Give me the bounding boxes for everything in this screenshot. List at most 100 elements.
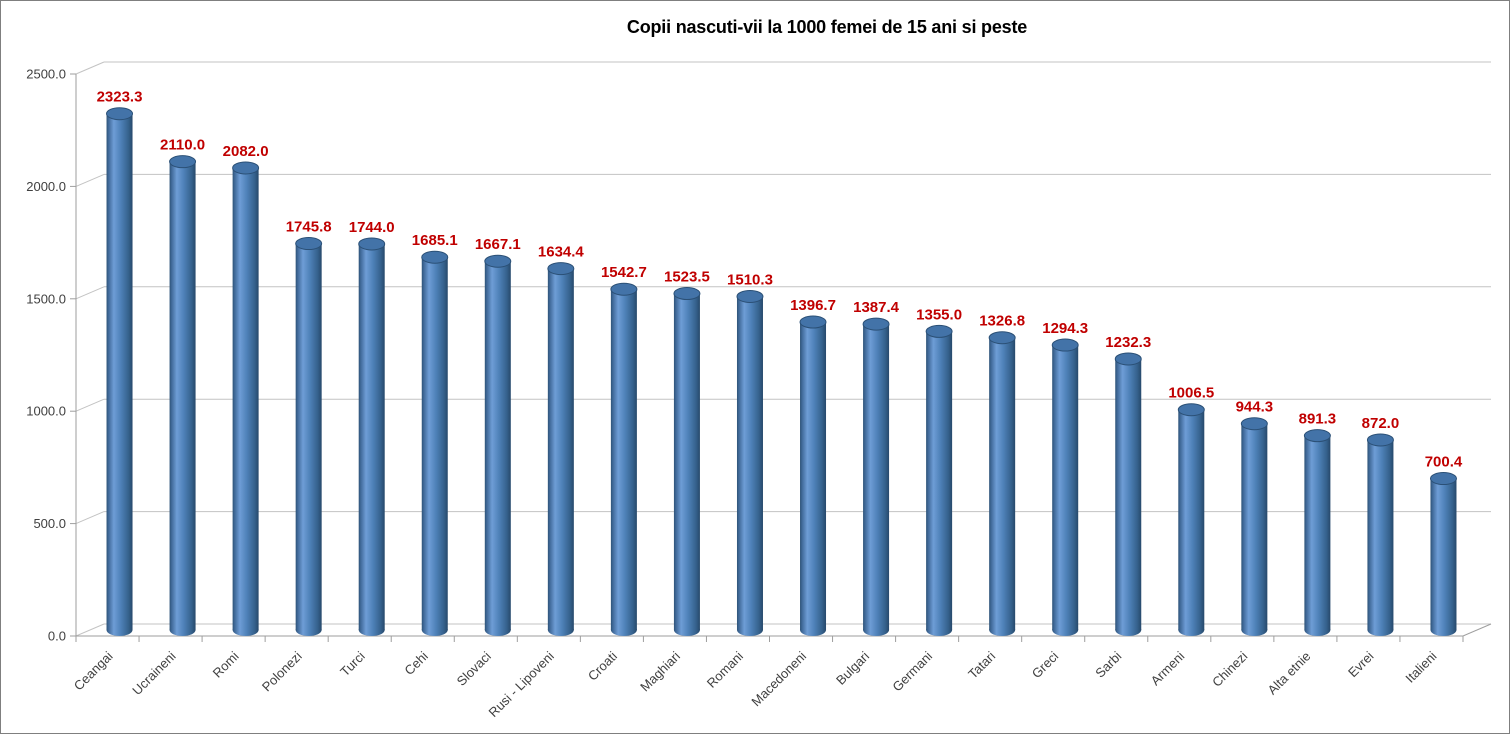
bar-top-ellipse: [610, 282, 638, 296]
cylinder-bar: [295, 237, 323, 636]
bar-body: [421, 257, 448, 630]
bar-top-ellipse: [1177, 403, 1205, 417]
gridline-slant: [75, 511, 105, 525]
value-label: 700.4: [1425, 454, 1463, 471]
category-label: Armeni: [1148, 648, 1188, 688]
cylinder-bar: [484, 254, 512, 636]
y-axis: 0.0 500.0 1000.0 1500.0 2000.0 2500.0: [26, 67, 76, 644]
bar-body: [1304, 435, 1331, 630]
y-axis-label: 1500.0: [26, 291, 66, 306]
value-label: 1326.8: [979, 313, 1025, 330]
cylinder-bar: [169, 155, 197, 636]
bar-top-ellipse: [358, 237, 386, 251]
category-label: Polonezi: [259, 648, 305, 694]
bar-top-ellipse: [484, 254, 512, 268]
bar-top-ellipse: [547, 262, 575, 276]
category-label: Tatari: [965, 648, 998, 681]
value-label: 1387.4: [853, 299, 900, 316]
value-label: 1745.8: [286, 219, 332, 236]
bar-top-ellipse: [736, 289, 764, 303]
category-labels: Ceangai Ucraineni Romi Polonezi Turci Cehi Slo…: [71, 648, 1440, 719]
bar-body: [1115, 358, 1142, 630]
bar-body: [1241, 423, 1268, 630]
cylinder-bar: [232, 161, 260, 636]
category-label: Chinezi: [1209, 648, 1250, 689]
cylinder-bar: [421, 250, 449, 636]
bar-body: [1430, 478, 1457, 630]
bar-body: [358, 243, 385, 631]
category-label: Ceangai: [71, 648, 116, 693]
gridlines: [75, 61, 1491, 637]
value-label: 1355.0: [916, 306, 962, 323]
category-label: Italieni: [1402, 648, 1439, 685]
axes: [75, 74, 1492, 637]
cylinder-bar: [1240, 417, 1268, 636]
value-label: 1232.3: [1105, 334, 1151, 351]
bar-top-ellipse: [232, 161, 260, 175]
gridline-slant: [75, 173, 105, 187]
y-axis-label: 2000.0: [26, 179, 66, 194]
bar-body: [106, 113, 133, 630]
y-axis-label: 2500.0: [26, 67, 66, 82]
y-axis-label: 0.0: [48, 629, 66, 644]
category-label: Bulgari: [833, 648, 872, 687]
gridline-slant: [75, 398, 105, 412]
bar-body: [169, 161, 196, 630]
cylinder-bar: [1177, 403, 1205, 636]
cylinder-bar: [988, 331, 1016, 636]
bar-top-ellipse: [673, 287, 701, 301]
cylinder-bar: [1051, 338, 1079, 636]
cylinder-bar: [547, 262, 575, 636]
cylinder-bar: [862, 317, 890, 636]
bar-top-ellipse: [1114, 352, 1142, 366]
bar-body: [232, 167, 259, 630]
value-label: 2110.0: [160, 137, 205, 154]
category-label: Rusi - Lipoveni: [486, 648, 557, 719]
value-label: 1634.4: [538, 244, 585, 261]
value-label: 1510.3: [727, 271, 773, 288]
bar-body: [1367, 439, 1394, 630]
bar-top-ellipse: [421, 250, 449, 264]
cylinder-bar: [106, 107, 134, 636]
category-label: Germani: [889, 648, 935, 694]
cylinder-bar: [673, 287, 701, 636]
bar-top-ellipse: [1240, 417, 1268, 431]
value-label: 1294.3: [1042, 320, 1088, 337]
cylinder-bar: [358, 237, 386, 636]
bar-top-ellipse: [925, 324, 953, 338]
value-label: 2323.3: [97, 89, 143, 106]
y-axis-label: 1000.0: [26, 404, 66, 419]
bar-body: [800, 322, 827, 630]
bar-body: [989, 337, 1016, 630]
bar-top-ellipse: [1429, 472, 1457, 486]
bar-top-ellipse: [106, 107, 134, 121]
gridline-slant: [75, 286, 105, 300]
bar-top-ellipse: [295, 237, 323, 251]
category-label: Alta etnie: [1265, 649, 1314, 698]
bar-top-ellipse: [1051, 338, 1079, 352]
bar-body: [295, 243, 322, 630]
category-label: Sarbi: [1092, 648, 1124, 680]
value-label: 1685.1: [412, 232, 458, 249]
value-label: 1744.0: [349, 219, 395, 236]
value-label: 1006.5: [1168, 385, 1214, 402]
value-label: 1396.7: [790, 297, 836, 314]
category-label: Macedoneni: [748, 648, 809, 709]
value-label: 1542.7: [601, 264, 647, 281]
value-label: 2082.0: [223, 143, 269, 160]
category-label: Turci: [337, 648, 368, 679]
category-label: Romani: [704, 648, 746, 690]
value-label: 1667.1: [475, 236, 521, 253]
cylinder-bar: [736, 289, 764, 636]
cylinder-bar: [1429, 472, 1457, 636]
value-label: 944.3: [1236, 399, 1274, 416]
cylinder-bar: [1303, 429, 1331, 636]
value-label: 891.3: [1299, 411, 1337, 428]
bar-body: [610, 289, 637, 630]
gridline-slant: [75, 623, 105, 637]
category-label: Slovaci: [454, 648, 494, 688]
gridline-slant: [75, 61, 105, 75]
cylinder-bar: [610, 282, 638, 636]
